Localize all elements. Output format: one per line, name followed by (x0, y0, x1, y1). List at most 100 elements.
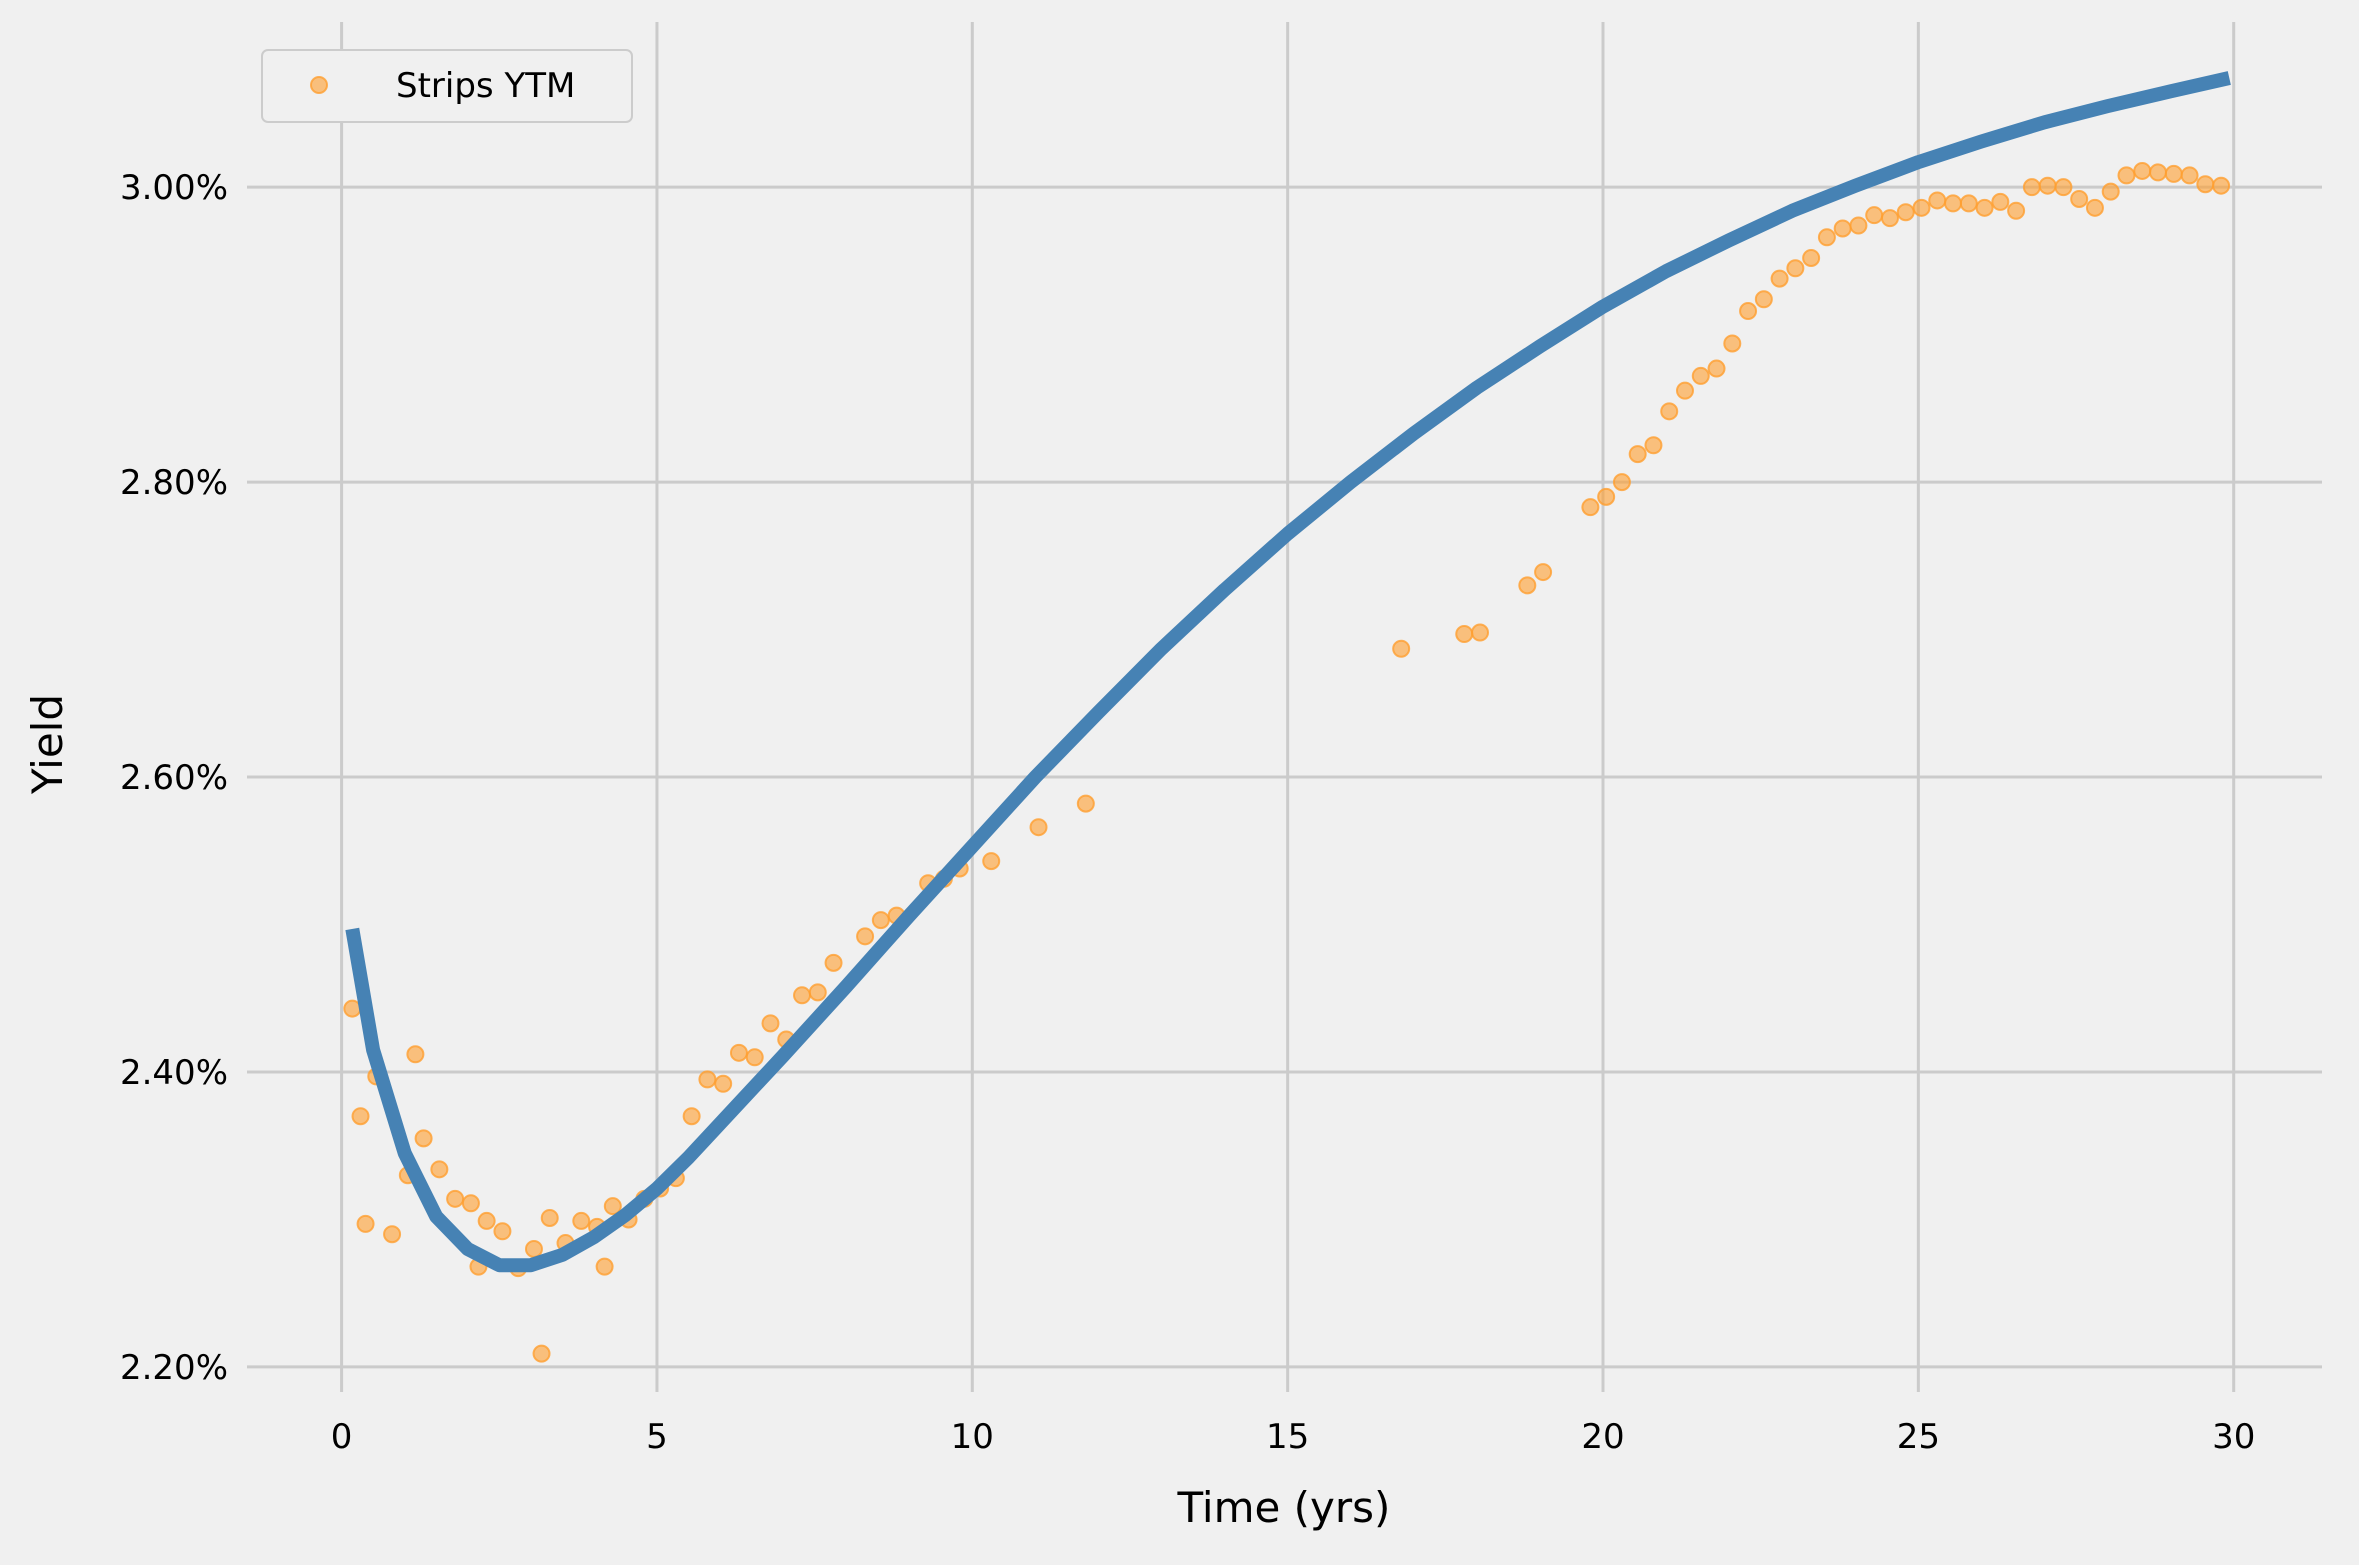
data-point (1739, 302, 1758, 321)
data-point (572, 1211, 591, 1230)
legend: Strips YTM (261, 49, 633, 123)
data-point (808, 983, 827, 1002)
data-point (1802, 248, 1821, 267)
strips-ytm-points (343, 161, 2231, 1363)
data-point (351, 1107, 370, 1126)
data-point (1660, 402, 1679, 421)
legend-marker (310, 76, 328, 94)
data-point (2085, 198, 2104, 217)
data-point (406, 1045, 425, 1064)
legend-box (261, 49, 633, 123)
data-point (461, 1194, 480, 1213)
data-point (1849, 216, 1868, 235)
data-point (793, 986, 812, 1005)
data-point (2070, 189, 2089, 208)
data-point (2180, 166, 2199, 185)
data-point (477, 1211, 496, 1230)
data-point (2149, 163, 2168, 182)
y-axis-label: Yield (23, 694, 72, 795)
x-tick-labels: 0 5 10 15 20 25 30 (331, 1417, 2256, 1457)
data-point (524, 1239, 543, 1258)
data-point (1928, 191, 1947, 210)
data-point (446, 1189, 465, 1208)
data-point (1944, 194, 1963, 213)
data-point (682, 1107, 701, 1126)
data-point (1991, 192, 2010, 211)
y-tick-label: 2.60% (120, 758, 228, 798)
x-tick-label: 30 (2212, 1417, 2255, 1457)
data-point (1076, 794, 1095, 813)
y-tick-label: 3.00% (120, 168, 228, 208)
data-point (1707, 359, 1726, 378)
data-point (1833, 219, 1852, 238)
data-point (1865, 206, 1884, 225)
data-point (1691, 366, 1710, 385)
data-point (2196, 175, 2215, 194)
data-point (1786, 259, 1805, 278)
data-point (2007, 201, 2026, 220)
data-point (1029, 818, 1048, 837)
grid-lines (247, 22, 2322, 1392)
data-point (2038, 176, 2057, 195)
data-point (540, 1208, 559, 1227)
data-point (430, 1160, 449, 1179)
data-point (2101, 182, 2120, 201)
data-point (603, 1197, 622, 1216)
legend-label-strips-ytm: Strips YTM (396, 66, 575, 106)
data-point (1534, 563, 1553, 582)
x-tick-label: 20 (1581, 1417, 1624, 1457)
data-point (532, 1344, 551, 1363)
data-point (1392, 639, 1411, 658)
data-point (2054, 178, 2073, 197)
data-point (1723, 334, 1742, 353)
data-point (871, 911, 890, 930)
x-tick-label: 5 (646, 1417, 668, 1457)
x-tick-label: 0 (331, 1417, 353, 1457)
data-point (1612, 473, 1631, 492)
data-point (595, 1257, 614, 1276)
data-point (1975, 198, 1994, 217)
data-point (856, 927, 875, 946)
data-point (2117, 166, 2136, 185)
x-tick-label: 10 (951, 1417, 994, 1457)
y-tick-labels: 2.20% 2.40% 2.60% 2.80% 3.00% (120, 168, 228, 1388)
data-point (729, 1043, 748, 1062)
data-point (383, 1225, 402, 1244)
fitted-curve-line (345, 71, 2231, 1273)
data-point (414, 1129, 433, 1148)
x-tick-label: 25 (1897, 1417, 1940, 1457)
data-point (493, 1222, 512, 1241)
data-point (1518, 576, 1537, 595)
x-tick-label: 15 (1266, 1417, 1309, 1457)
data-point (343, 999, 362, 1018)
data-point (1754, 290, 1773, 309)
data-point (356, 1214, 375, 1233)
data-point (1817, 228, 1836, 247)
data-point (2022, 178, 2041, 197)
data-point (1880, 209, 1899, 228)
fitted-curve (345, 71, 2231, 1273)
y-tick-label: 2.20% (120, 1348, 228, 1388)
data-point (1471, 623, 1490, 642)
data-point (824, 953, 843, 972)
data-point (2133, 161, 2152, 180)
y-tick-label: 2.80% (120, 463, 228, 503)
data-point (1675, 381, 1694, 400)
data-point (1597, 487, 1616, 506)
data-point (1581, 498, 1600, 517)
data-point (1896, 203, 1915, 222)
x-axis-label: Time (yrs) (1177, 1483, 1391, 1532)
data-point (1959, 194, 1978, 213)
y-tick-label: 2.40% (120, 1053, 228, 1093)
data-point (982, 852, 1001, 871)
data-point (1912, 198, 1931, 217)
data-point (761, 1014, 780, 1033)
data-point (2212, 176, 2231, 195)
data-point (1628, 445, 1647, 464)
data-point (714, 1074, 733, 1093)
data-point (1770, 269, 1789, 288)
data-point (745, 1048, 764, 1067)
data-point (1644, 436, 1663, 455)
